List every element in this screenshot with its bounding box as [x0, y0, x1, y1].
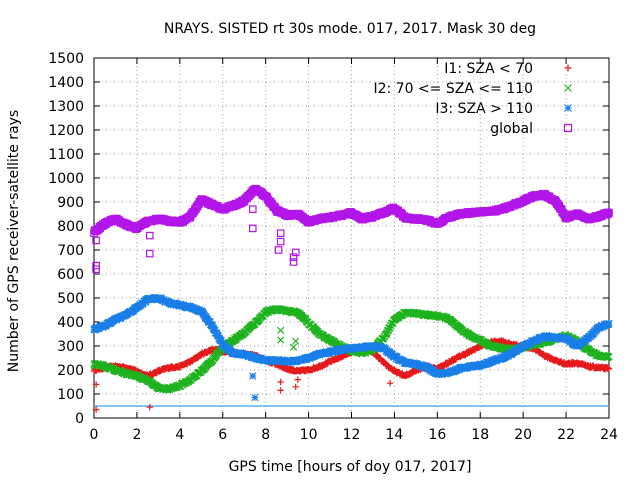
data-point [386, 380, 394, 387]
data-point [92, 381, 100, 388]
y-tick-label: 500 [57, 291, 84, 307]
grid [94, 58, 609, 418]
x-tick-label: 24 [600, 427, 618, 443]
legend-item: I3: SZA > 110 [435, 101, 572, 117]
data-point [92, 406, 100, 413]
legend-label: I1: SZA < 70 [444, 61, 533, 77]
data-point [145, 249, 154, 258]
y-tick-label: 0 [75, 411, 84, 427]
x-tick-label: 18 [471, 427, 489, 443]
data-point [386, 205, 394, 214]
legend-label: I2: 70 <= SZA <= 110 [373, 81, 533, 97]
series-square [90, 184, 613, 274]
data-point [277, 378, 284, 386]
data-point [289, 343, 298, 351]
data-point [274, 246, 283, 254]
data-point [146, 404, 153, 411]
x-tick-label: 10 [300, 427, 318, 443]
y-tick-label: 100 [57, 387, 84, 403]
data-point [605, 365, 613, 372]
data-point [249, 372, 257, 380]
y-axis-title: Number of GPS receiver-satellite rays [6, 110, 22, 372]
data-point [292, 383, 299, 390]
data-point [386, 323, 394, 332]
chart-title: NRAYS. SISTED rt 30s mode. 017, 2017. Ma… [164, 21, 536, 37]
plot-area [90, 184, 613, 413]
x-tick-label: 0 [90, 427, 99, 443]
data-point [294, 376, 302, 383]
y-tick-label: 300 [57, 339, 84, 355]
data-point [291, 248, 300, 257]
data-point [605, 353, 613, 361]
legend-label: I3: SZA > 110 [435, 101, 533, 117]
x-tick-label: 6 [218, 427, 227, 443]
data-point [292, 337, 300, 345]
y-tick-label: 900 [57, 195, 84, 211]
y-tick-label: 200 [57, 363, 84, 379]
y-tick-label: 400 [57, 315, 84, 331]
x-tick-label: 8 [261, 427, 270, 443]
axes: 0 2 4 6 8 10 12 14 16 18 20 22 240100200300400500600… [48, 51, 618, 443]
x-tick-label: 14 [386, 427, 404, 443]
legend-marker [564, 104, 572, 112]
data-point [251, 393, 259, 402]
data-point [277, 387, 284, 394]
data-point [145, 231, 154, 240]
y-tick-label: 1400 [48, 75, 84, 91]
x-tick-label: 22 [557, 427, 575, 443]
data-point [248, 205, 257, 214]
data-point [289, 258, 298, 266]
legend-item: I2: 70 <= SZA <= 110 [373, 81, 572, 97]
y-tick-label: 800 [57, 219, 84, 235]
x-tick-label: 20 [514, 427, 532, 443]
x-tick-label: 4 [175, 427, 184, 443]
x-axis-title: GPS time [hours of doy 017, 2017] [229, 459, 472, 475]
legend: I1: SZA < 70 I2: 70 <= SZA <= 110 I3: SZA … [373, 61, 573, 137]
y-tick-label: 1500 [48, 51, 84, 67]
legend-label: global [490, 121, 533, 137]
x-tick-label: 12 [343, 427, 361, 443]
data-point [605, 319, 613, 327]
data-point [289, 253, 298, 262]
y-tick-label: 1300 [48, 99, 84, 115]
data-point [605, 209, 613, 217]
x-tick-label: 2 [132, 427, 141, 443]
y-tick-label: 700 [57, 243, 84, 259]
y-tick-label: 1200 [48, 123, 84, 139]
y-tick-label: 1100 [48, 147, 84, 163]
data-point [277, 326, 285, 335]
legend-marker [564, 84, 572, 92]
data-point [248, 224, 257, 233]
y-tick-label: 1000 [48, 171, 84, 187]
data-point [92, 261, 100, 270]
data-point [276, 229, 285, 238]
legend-marker [563, 123, 573, 133]
data-point [276, 237, 285, 246]
legend-item: global [490, 121, 573, 137]
data-point [277, 336, 285, 344]
y-tick-label: 600 [57, 267, 84, 283]
data-point [92, 236, 100, 245]
legend-marker [564, 64, 572, 72]
x-tick-label: 16 [428, 427, 446, 443]
series-star [90, 293, 613, 402]
legend-item: I1: SZA < 70 [444, 61, 572, 77]
